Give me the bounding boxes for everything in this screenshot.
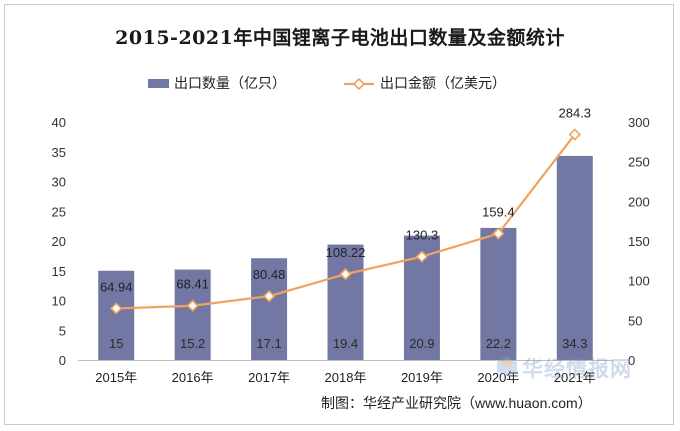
- line-data-label: 130.3: [406, 228, 439, 243]
- y-right-tick-label: 100: [628, 274, 650, 289]
- bar-data-label: 20.9: [409, 336, 434, 351]
- y-right-tick-label: 50: [628, 313, 642, 328]
- bar-data-label: 22.2: [486, 336, 511, 351]
- bar: [251, 258, 288, 360]
- bar: [174, 269, 211, 360]
- legend-bar-label: 出口数量（亿只）: [174, 75, 286, 91]
- y-left-tick-label: 35: [52, 145, 66, 160]
- bar: [327, 244, 364, 360]
- line-point: [492, 227, 505, 240]
- bar: [480, 227, 517, 360]
- legend-bar-swatch: [148, 79, 169, 88]
- y-right-tick-label: 150: [628, 234, 650, 249]
- chart-title: 2015-2021年中国锂离子电池出口数量及金额统计: [115, 27, 565, 49]
- bar-data-label: 15: [109, 336, 123, 351]
- line-point: [262, 290, 276, 303]
- line-data-label: 64.94: [100, 279, 133, 294]
- line-point: [339, 268, 352, 281]
- x-tick-label: 2019年: [401, 370, 443, 385]
- y-left-tick-label: 40: [52, 115, 66, 130]
- y-left-tick-label: 20: [52, 234, 66, 249]
- watermark-logo-icon: [497, 356, 517, 376]
- line-data-label: 80.48: [253, 267, 286, 282]
- x-tick-label: 2021年: [554, 370, 596, 385]
- line-point: [110, 302, 123, 315]
- line-point: [568, 128, 581, 141]
- watermark: 华经情报网: [522, 357, 632, 381]
- y-right-tick-label: 0: [628, 353, 635, 368]
- y-left-tick-label: 25: [52, 204, 66, 219]
- bar-data-label: 15.2: [180, 336, 205, 351]
- bar: [98, 270, 135, 360]
- y-left-tick-label: 0: [59, 353, 66, 368]
- y-left-tick-label: 10: [52, 294, 66, 309]
- bar-data-label: 34.3: [562, 336, 587, 351]
- source-note: 制图：华经产业研究院（www.huaon.com）: [321, 395, 592, 411]
- y-left-tick-label: 15: [52, 264, 66, 279]
- x-tick-label: 2018年: [325, 370, 367, 385]
- y-right-tick-label: 200: [628, 194, 650, 209]
- line-data-label: 159.4: [482, 205, 515, 220]
- line-data-label: 108.22: [326, 245, 366, 260]
- x-tick-label: 2016年: [172, 370, 214, 385]
- legend-line-marker: [352, 77, 366, 91]
- y-left-tick-label: 30: [52, 175, 66, 190]
- line-data-label: 68.41: [176, 277, 209, 292]
- y-left-tick-label: 5: [59, 323, 66, 338]
- x-tick-label: 2017年: [248, 370, 290, 385]
- legend-line-label: 出口金额（亿美元）: [380, 75, 506, 91]
- line-point: [415, 250, 429, 263]
- bar-data-label: 19.4: [333, 336, 358, 351]
- line-point: [186, 299, 199, 312]
- x-tick-label: 2020年: [477, 370, 519, 385]
- x-tick-label: 2015年: [95, 370, 137, 385]
- line-data-label: 284.3: [559, 105, 592, 120]
- y-right-tick-label: 250: [628, 155, 650, 170]
- y-right-tick-label: 300: [628, 115, 650, 130]
- bar: [556, 155, 593, 360]
- bar-data-label: 17.1: [256, 336, 281, 351]
